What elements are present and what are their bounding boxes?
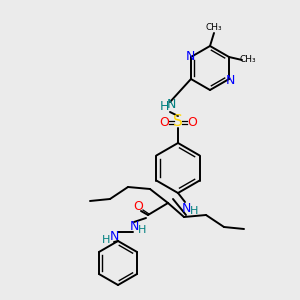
Text: N: N xyxy=(109,230,119,244)
Text: CH₃: CH₃ xyxy=(240,56,256,64)
Text: S: S xyxy=(173,115,183,130)
Text: H: H xyxy=(190,206,198,216)
Text: O: O xyxy=(187,116,197,128)
Text: N: N xyxy=(129,220,139,233)
Text: O: O xyxy=(159,116,169,128)
Text: N: N xyxy=(181,202,191,214)
Text: H: H xyxy=(159,100,169,113)
Text: CH₃: CH₃ xyxy=(206,22,222,32)
Text: N: N xyxy=(166,98,176,112)
Text: N: N xyxy=(225,74,235,86)
Text: H: H xyxy=(138,225,146,235)
Text: H: H xyxy=(102,235,110,245)
Text: N: N xyxy=(185,50,195,62)
Text: O: O xyxy=(133,200,143,214)
